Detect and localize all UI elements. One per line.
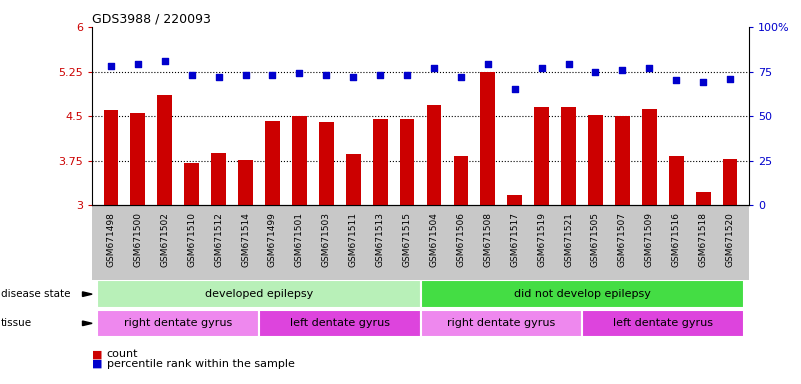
Bar bbox=[319, 122, 334, 205]
Bar bbox=[346, 154, 360, 205]
Bar bbox=[588, 115, 603, 205]
Point bbox=[562, 61, 575, 68]
Point bbox=[105, 63, 118, 69]
Bar bbox=[103, 110, 119, 205]
Bar bbox=[534, 107, 549, 205]
Bar bbox=[292, 116, 307, 205]
Bar bbox=[238, 160, 253, 205]
Bar bbox=[427, 106, 441, 205]
Bar bbox=[507, 195, 522, 205]
Text: left dentate gyrus: left dentate gyrus bbox=[613, 318, 713, 328]
Text: right dentate gyrus: right dentate gyrus bbox=[447, 318, 555, 328]
Point bbox=[535, 65, 548, 71]
Polygon shape bbox=[83, 292, 92, 296]
Bar bbox=[615, 116, 630, 205]
Bar bbox=[669, 156, 684, 205]
Point bbox=[320, 72, 332, 78]
Bar bbox=[184, 162, 199, 205]
Bar bbox=[157, 95, 172, 205]
Bar bbox=[372, 119, 388, 205]
Point bbox=[428, 65, 441, 71]
Point bbox=[400, 72, 413, 78]
Point bbox=[723, 76, 736, 82]
Point bbox=[293, 70, 306, 76]
Point bbox=[454, 74, 467, 80]
Text: percentile rank within the sample: percentile rank within the sample bbox=[107, 359, 295, 369]
Text: right dentate gyrus: right dentate gyrus bbox=[124, 318, 232, 328]
Bar bbox=[562, 107, 576, 205]
Point bbox=[643, 65, 656, 71]
Text: disease state: disease state bbox=[1, 289, 70, 299]
Text: did not develop epilepsy: did not develop epilepsy bbox=[513, 289, 650, 299]
Bar bbox=[400, 119, 414, 205]
Bar bbox=[723, 159, 738, 205]
Text: left dentate gyrus: left dentate gyrus bbox=[290, 318, 390, 328]
Point bbox=[266, 72, 279, 78]
Point bbox=[239, 72, 252, 78]
Text: developed epilepsy: developed epilepsy bbox=[205, 289, 313, 299]
FancyBboxPatch shape bbox=[421, 310, 582, 337]
Text: tissue: tissue bbox=[1, 318, 32, 328]
Text: count: count bbox=[107, 349, 138, 359]
Point bbox=[185, 72, 198, 78]
Point bbox=[212, 74, 225, 80]
Point bbox=[131, 61, 144, 68]
Point bbox=[670, 78, 682, 84]
Bar bbox=[211, 153, 226, 205]
FancyBboxPatch shape bbox=[421, 280, 743, 308]
FancyBboxPatch shape bbox=[582, 310, 743, 337]
Text: ■: ■ bbox=[92, 349, 103, 359]
Bar bbox=[696, 192, 710, 205]
Bar bbox=[265, 121, 280, 205]
Point bbox=[616, 67, 629, 73]
Bar bbox=[642, 109, 657, 205]
Bar bbox=[453, 156, 469, 205]
Point bbox=[589, 68, 602, 74]
Bar bbox=[131, 113, 145, 205]
Point bbox=[374, 72, 387, 78]
FancyBboxPatch shape bbox=[98, 310, 259, 337]
Point bbox=[697, 79, 710, 85]
FancyBboxPatch shape bbox=[259, 310, 421, 337]
Point bbox=[159, 58, 171, 64]
Text: GDS3988 / 220093: GDS3988 / 220093 bbox=[92, 13, 211, 26]
Text: ■: ■ bbox=[92, 359, 103, 369]
Polygon shape bbox=[83, 321, 92, 326]
Point bbox=[509, 86, 521, 93]
Point bbox=[481, 61, 494, 68]
Bar bbox=[481, 71, 495, 205]
FancyBboxPatch shape bbox=[98, 280, 421, 308]
Point bbox=[347, 74, 360, 80]
